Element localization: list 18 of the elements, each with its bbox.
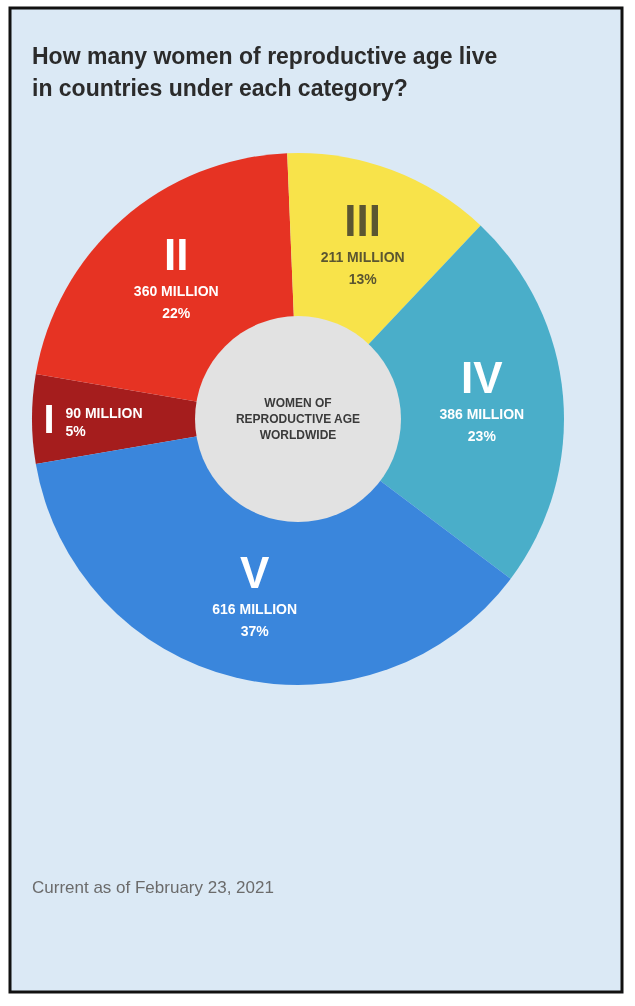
text: 23%	[467, 428, 496, 445]
text: WOMEN OF REPRODUCTIVE AGE WORLDWIDE	[235, 396, 361, 442]
slice-label: II	[164, 230, 189, 280]
text: Current as of February 23, 2021	[32, 878, 274, 897]
slice-label: V	[239, 548, 270, 598]
text: 37%	[240, 623, 269, 640]
data-label: 211 MILLION	[320, 249, 405, 266]
data-label: 90 MILLION	[65, 405, 143, 421]
slice-label: III	[344, 196, 381, 246]
slice-label: IV	[461, 353, 504, 403]
text: 13%	[348, 271, 377, 288]
data-label: 360 MILLION	[133, 283, 219, 300]
text: 5%	[65, 423, 86, 439]
text: 22%	[162, 305, 191, 322]
slice-label: I	[43, 397, 55, 441]
chart-title: How many women of reproductive age live in countries under each category?	[32, 43, 498, 101]
data-label: 386 MILLION	[439, 406, 525, 423]
data-label: 616 MILLION	[212, 601, 298, 618]
